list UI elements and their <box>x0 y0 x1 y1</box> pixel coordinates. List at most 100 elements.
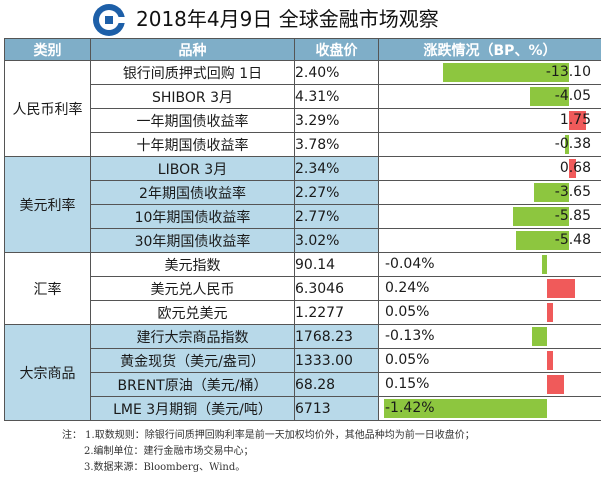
header-item: 品种 <box>90 38 295 61</box>
change-bar <box>443 63 569 82</box>
close-value: 90.14 <box>294 252 379 277</box>
item-name: 美元指数 <box>90 252 295 277</box>
close-value: 3.78% <box>294 132 379 157</box>
table-row: 汇率 美元指数 90.14 -0.04% <box>4 252 601 325</box>
item-name: LIBOR 3月 <box>90 156 295 181</box>
change-cell: 0.68 <box>378 156 601 181</box>
change-label: 0.05% <box>385 304 430 320</box>
table-row: 人民币利率 银行间质押式回购 1日 2.40% -13.10 <box>4 60 601 157</box>
item-name: 2年期国债收益率 <box>90 180 295 205</box>
change-bar <box>565 135 569 154</box>
note-1: 注： 1.取数规则：除银行间质押回购利率是前一天加权均价外，其他品种均为前一日收… <box>62 430 475 441</box>
header-change: 涨跌情况（BP、%） <box>378 38 601 61</box>
table-row: 欧元兑美元 1.2277 0.05% <box>5 300 601 325</box>
change-cell: -5.48 <box>378 228 601 253</box>
change-label: -0.38 <box>554 136 591 152</box>
close-value: 2.34% <box>294 156 379 181</box>
change-cell: -0.13% <box>378 324 601 349</box>
change-bar <box>533 183 569 202</box>
table-header: 类别 品种 收盘价 涨跌情况（BP、%） <box>4 38 601 61</box>
table-row: LME 3月期铜（美元/吨） 6713 -1.42% <box>5 396 601 421</box>
change-cell: 0.15% <box>378 372 601 397</box>
header-close: 收盘价 <box>294 38 379 61</box>
change-bar <box>532 327 547 346</box>
table-row: BRENT原油（美元/桶） 68.28 0.15% <box>5 372 601 397</box>
title-bar: 2018年4月9日 全球金融市场观察 <box>0 0 601 38</box>
close-value: 6.3046 <box>294 276 379 301</box>
change-cell: 0.24% <box>378 276 601 301</box>
table-row: 30年期国债收益率 3.02% -5.48 <box>5 228 601 253</box>
item-name: 美元兑人民币 <box>90 276 295 301</box>
change-label: -1.42% <box>385 400 435 416</box>
item-name: SHIBOR 3月 <box>90 84 295 109</box>
category-cell: 美元利率 <box>4 156 91 253</box>
change-bar <box>512 207 569 226</box>
item-name: 30年期国债收益率 <box>90 228 295 253</box>
category-cell: 人民币利率 <box>4 60 91 157</box>
category-cell: 汇率 <box>4 252 91 325</box>
change-label: -3.65 <box>554 184 591 200</box>
item-name: 银行间质押式回购 1日 <box>90 60 295 85</box>
change-cell: -3.65 <box>378 180 601 205</box>
note-3: 3.数据来源：Bloomberg、Wind。 <box>84 462 246 473</box>
change-bar <box>383 399 547 418</box>
change-cell: -1.42% <box>378 396 601 421</box>
close-value: 2.40% <box>294 60 379 85</box>
change-cell: -13.10 <box>378 60 601 85</box>
close-value: 1333.00 <box>294 348 379 373</box>
table-row: 大宗商品 建行大宗商品指数 1768.23 -0.13% <box>4 324 601 421</box>
item-name: 一年期国债收益率 <box>90 108 295 133</box>
item-name: 黄金现货（美元/盎司） <box>90 348 295 373</box>
table-row: 十年期国债收益率 3.78% -0.38 <box>5 132 601 157</box>
item-name: 十年期国债收益率 <box>90 132 295 157</box>
page-title: 2018年4月9日 全球金融市场观察 <box>136 7 439 31</box>
item-name: 10年期国债收益率 <box>90 204 295 229</box>
change-bar <box>547 351 553 370</box>
change-label: 0.68 <box>559 160 591 176</box>
ccb-logo-icon <box>93 4 126 36</box>
change-cell: -4.05 <box>378 84 601 109</box>
table-row: SHIBOR 3月 4.31% -4.05 <box>5 84 601 109</box>
change-label: -0.04% <box>385 256 435 272</box>
change-bar <box>569 111 586 130</box>
close-value: 2.27% <box>294 180 379 205</box>
change-label: 0.15% <box>385 376 430 392</box>
item-name: 建行大宗商品指数 <box>90 324 295 349</box>
close-value: 68.28 <box>294 372 379 397</box>
change-bar <box>530 87 569 106</box>
change-cell: 0.05% <box>378 300 601 325</box>
close-value: 2.77% <box>294 204 379 229</box>
header-category: 类别 <box>4 38 91 61</box>
change-bar <box>547 279 575 298</box>
change-cell: -0.04% <box>378 252 601 277</box>
change-label: -0.13% <box>385 328 435 344</box>
close-value: 3.29% <box>294 108 379 133</box>
change-cell: 0.05% <box>378 348 601 373</box>
close-value: 1.2277 <box>294 300 379 325</box>
change-label: -4.05 <box>554 88 591 104</box>
change-bar <box>547 303 553 322</box>
change-label: 0.24% <box>385 280 430 296</box>
change-label: 1.75 <box>559 112 591 128</box>
change-bar <box>516 231 569 250</box>
category-cell: 大宗商品 <box>4 324 91 421</box>
table-row: 美元兑人民币 6.3046 0.24% <box>5 276 601 301</box>
item-name: 欧元兑美元 <box>90 300 295 325</box>
change-label: 0.05% <box>385 352 430 368</box>
change-cell: 1.75 <box>378 108 601 133</box>
footnotes: 注： 1.取数规则：除银行间质押回购利率是前一天加权均价外，其他品种均为前一日收… <box>62 428 475 476</box>
close-value: 4.31% <box>294 84 379 109</box>
change-bar <box>569 159 576 178</box>
close-value: 3.02% <box>294 228 379 253</box>
change-label: -5.85 <box>554 208 591 224</box>
table-row: 美元利率 LIBOR 3月 2.34% 0.68 <box>4 156 601 253</box>
change-bar <box>542 255 547 274</box>
change-bar <box>547 375 565 394</box>
close-value: 6713 <box>294 396 379 421</box>
table-row: 一年期国债收益率 3.29% 1.75 <box>5 108 601 133</box>
table-row: 10年期国债收益率 2.77% -5.85 <box>5 204 601 229</box>
item-name: BRENT原油（美元/桶） <box>90 372 295 397</box>
change-label: -13.10 <box>545 64 591 80</box>
table-row: 黄金现货（美元/盎司） 1333.00 0.05% <box>5 348 601 373</box>
market-table: 类别 品种 收盘价 涨跌情况（BP、%） 人民币利率 银行间质押式回购 1日 2.4… <box>4 38 601 421</box>
